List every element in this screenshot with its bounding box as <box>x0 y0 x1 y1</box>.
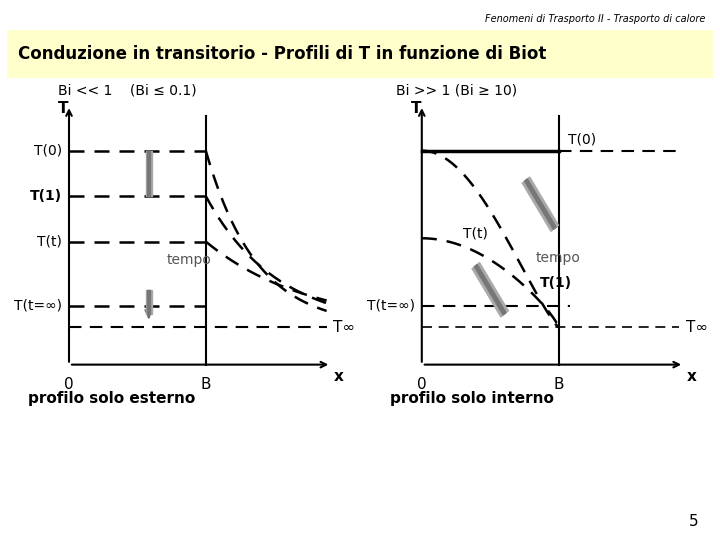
Text: T(t=∞): T(t=∞) <box>14 299 62 313</box>
Text: 0: 0 <box>417 377 427 392</box>
Text: Bi << 1    (Bi ≤ 0.1): Bi << 1 (Bi ≤ 0.1) <box>58 84 197 98</box>
Bar <box>148 290 150 314</box>
Polygon shape <box>525 179 556 230</box>
Text: T∞: T∞ <box>333 320 356 335</box>
Text: T: T <box>411 101 421 116</box>
Text: T(t): T(t) <box>463 227 487 241</box>
Text: profilo solo esterno: profilo solo esterno <box>28 392 195 407</box>
Polygon shape <box>474 265 506 315</box>
Text: T(0): T(0) <box>568 133 596 147</box>
Text: Fenomeni di Trasporto II - Trasporto di calore: Fenomeni di Trasporto II - Trasporto di … <box>485 14 706 24</box>
Text: T: T <box>58 101 68 116</box>
Polygon shape <box>522 177 559 231</box>
Text: Conduzione in transitorio - Profili di T in funzione di Biot: Conduzione in transitorio - Profili di T… <box>18 45 546 63</box>
Text: 5: 5 <box>689 514 698 529</box>
Text: B: B <box>201 377 211 392</box>
Text: T(1): T(1) <box>540 275 572 289</box>
Text: Bi >> 1 (Bi ≥ 10): Bi >> 1 (Bi ≥ 10) <box>396 84 517 98</box>
Text: T(t): T(t) <box>37 234 62 248</box>
Text: T(0): T(0) <box>34 144 62 158</box>
Text: x: x <box>333 369 343 384</box>
Text: x: x <box>686 369 696 384</box>
Text: T(t=∞): T(t=∞) <box>367 299 415 313</box>
Text: 0: 0 <box>64 377 74 392</box>
Text: B: B <box>554 377 564 392</box>
Bar <box>146 290 152 314</box>
Text: tempo: tempo <box>536 251 580 265</box>
Text: T(1): T(1) <box>30 189 62 203</box>
Bar <box>146 151 152 196</box>
Text: T∞: T∞ <box>686 320 708 335</box>
Bar <box>148 151 150 196</box>
Text: tempo: tempo <box>167 253 212 267</box>
Text: profilo solo interno: profilo solo interno <box>390 392 554 407</box>
Polygon shape <box>472 262 508 317</box>
